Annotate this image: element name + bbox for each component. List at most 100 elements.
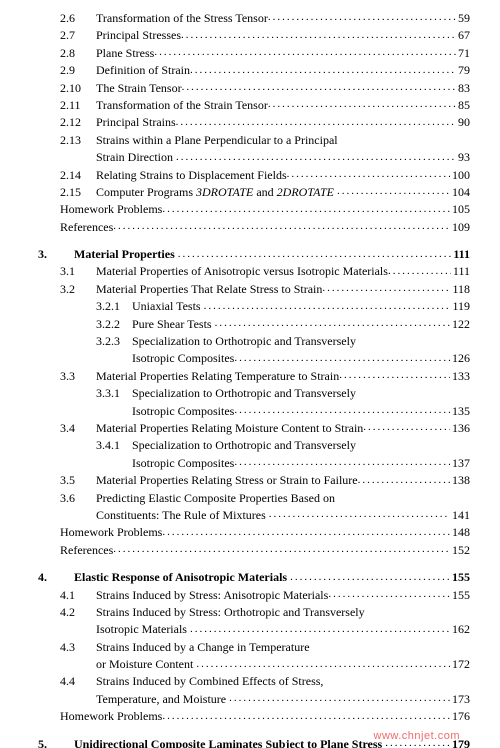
- entry-number: 2.14: [60, 167, 96, 184]
- entry-title: Strains within a Plane Perpendicular to …: [96, 132, 338, 149]
- leader-dots: ........................................…: [339, 368, 450, 384]
- leader-dots: ........................................…: [229, 691, 450, 707]
- leader-dots: ........................................…: [190, 622, 450, 638]
- leader-dots: ........................................…: [162, 202, 450, 218]
- entry-title: References: [60, 219, 113, 236]
- toc-entry: 3.5Material Properties Relating Stress o…: [38, 472, 470, 489]
- entry-title: Strain Direction: [96, 149, 176, 166]
- entry-page: 162: [450, 621, 470, 638]
- toc-entry: 3.6Predicting Elastic Composite Properti…: [38, 490, 470, 507]
- toc-entry: Homework Problems.......................…: [38, 524, 470, 541]
- entry-number: 3.3: [60, 368, 96, 385]
- entry-page: 137: [450, 455, 470, 472]
- toc-entry: 3.2.3Specialization to Orthotropic and T…: [38, 333, 470, 350]
- leader-dots: ........................................…: [234, 455, 450, 471]
- leader-dots: ........................................…: [178, 247, 452, 263]
- leader-dots: ........................................…: [290, 570, 450, 586]
- entry-page: 100: [450, 167, 470, 184]
- entry-title: Isotropic Materials: [96, 621, 190, 638]
- entry-title: Strains Induced by Combined Effects of S…: [96, 673, 323, 690]
- watermark-text: www.chnjet.com: [374, 730, 460, 742]
- leader-dots: ........................................…: [388, 264, 451, 280]
- entry-number: 2.8: [60, 45, 96, 62]
- entry-page: 105: [450, 201, 470, 218]
- leader-dots: ........................................…: [113, 542, 450, 558]
- entry-page: 126: [450, 350, 470, 367]
- entry-title: Transformation of the Strain Tensor: [96, 97, 268, 114]
- entry-number: 4.4: [60, 673, 96, 690]
- entry-number: 2.9: [60, 62, 96, 79]
- toc-entry: 2.7Principal Stresses...................…: [38, 27, 470, 44]
- toc-entry: 3.1Material Properties of Anisotropic ve…: [38, 263, 470, 280]
- toc-entry: 2.13Strains within a Plane Perpendicular…: [38, 132, 470, 149]
- spacer: [38, 559, 470, 569]
- entry-title: Homework Problems: [60, 524, 162, 541]
- entry-title: Strains Induced by Stress: Orthotropic a…: [96, 604, 365, 621]
- entry-page: 172: [450, 656, 470, 673]
- entry-title: Computer Programs 3DROTATE and 2DROTATE: [96, 184, 337, 201]
- entry-title: Material Properties That Relate Stress t…: [96, 281, 322, 298]
- leader-dots: ........................................…: [322, 281, 450, 297]
- toc-entry: 4.4Strains Induced by Combined Effects o…: [38, 673, 470, 690]
- entry-page: 93: [456, 149, 470, 166]
- toc-entry: 2.15Computer Programs 3DROTATE and 2DROT…: [38, 184, 470, 201]
- leader-dots: ........................................…: [190, 63, 456, 79]
- entry-title: Homework Problems: [60, 708, 162, 725]
- entry-page: 111: [451, 246, 470, 263]
- entry-title: Principal Strains: [96, 114, 176, 131]
- entry-page: 67: [456, 27, 470, 44]
- toc-entry: Strain Direction .......................…: [38, 149, 470, 166]
- entry-page: 152: [450, 542, 470, 559]
- toc-entry: Isotropic Composites....................…: [38, 350, 470, 367]
- leader-dots: ........................................…: [287, 167, 450, 183]
- entry-page: 104: [450, 184, 470, 201]
- toc-entry: 3.3Material Properties Relating Temperat…: [38, 368, 470, 385]
- entry-number: 3.6: [60, 490, 96, 507]
- entry-page: 155: [450, 587, 470, 604]
- entry-number: 3.2.2: [96, 316, 132, 333]
- entry-page: 85: [456, 97, 470, 114]
- entry-page: 109: [450, 219, 470, 236]
- entry-page: 136: [450, 420, 470, 437]
- entry-number: 2.10: [60, 80, 96, 97]
- entry-title: or Moisture Content: [96, 656, 196, 673]
- leader-dots: ........................................…: [234, 351, 450, 367]
- toc-entry: 3.4Material Properties Relating Moisture…: [38, 420, 470, 437]
- toc-entry: 3.3.1Specialization to Orthotropic and T…: [38, 385, 470, 402]
- toc-entry: Homework Problems.......................…: [38, 201, 470, 218]
- leader-dots: ........................................…: [268, 10, 456, 26]
- toc-entry: 3.2Material Properties That Relate Stres…: [38, 281, 470, 298]
- leader-dots: ........................................…: [196, 657, 450, 673]
- entry-title: Definition of Strain: [96, 62, 190, 79]
- entry-title: Elastic Response of Anisotropic Material…: [74, 569, 290, 586]
- entry-title: Transformation of the Stress Tensor: [96, 10, 268, 27]
- toc-entry: 3.4.1Specialization to Orthotropic and T…: [38, 437, 470, 454]
- toc-entry: 2.10The Strain Tensor...................…: [38, 80, 470, 97]
- entry-title: Material Properties Relating Moisture Co…: [96, 420, 363, 437]
- toc-entry: 4. Elastic Response of Anisotropic Mater…: [38, 569, 470, 586]
- leader-dots: ........................................…: [215, 316, 450, 332]
- toc-entry: Isotropic Composites....................…: [38, 403, 470, 420]
- spacer: [38, 236, 470, 246]
- entry-number: 2.15: [60, 184, 96, 201]
- toc-entry: Constituents: The Rule of Mixtures .....…: [38, 507, 470, 524]
- leader-dots: ........................................…: [182, 80, 456, 96]
- entry-page: 59: [456, 10, 470, 27]
- toc-entry: 2.8Plane Stress.........................…: [38, 45, 470, 62]
- entry-number: 3.: [38, 246, 74, 263]
- entry-page: 138: [450, 472, 470, 489]
- entry-title: Specialization to Orthotropic and Transv…: [132, 333, 356, 350]
- entry-page: 119: [450, 298, 470, 315]
- entry-page: 148: [450, 524, 470, 541]
- toc-entry: 4.2Strains Induced by Stress: Orthotropi…: [38, 604, 470, 621]
- entry-page: 135: [450, 403, 470, 420]
- entry-number: 2.7: [60, 27, 96, 44]
- leader-dots: ........................................…: [162, 525, 450, 541]
- entry-number: 2.12: [60, 114, 96, 131]
- entry-title: Uniaxial Tests: [132, 298, 204, 315]
- entry-title: Isotropic Composites: [132, 455, 234, 472]
- entry-page: 173: [450, 691, 470, 708]
- entry-number: 4.3: [60, 639, 96, 656]
- toc-entry: 3.2.2Pure Shear Tests ..................…: [38, 316, 470, 333]
- entry-page: 71: [456, 45, 470, 62]
